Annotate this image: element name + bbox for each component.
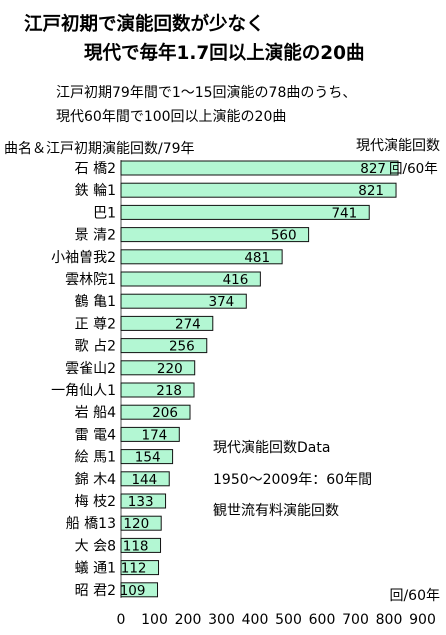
bar-4: [120, 249, 283, 265]
data-label-12: 174: [142, 427, 168, 443]
data-label-0: 827: [360, 161, 386, 177]
x-tick-label-7: 700: [342, 612, 369, 628]
bar-6: [120, 293, 247, 309]
x-tick-label-4: 400: [242, 612, 269, 628]
data-label-18: 112: [121, 561, 147, 577]
bar-13: [120, 449, 174, 465]
chart-subtitle-line-1: 江戸初期79年間で1～15回演能の78曲のうち、: [56, 84, 356, 101]
data-label-15: 133: [128, 494, 154, 510]
bar-10: [120, 382, 195, 398]
data-label-10: 218: [156, 383, 182, 399]
data-label-13: 154: [135, 450, 161, 466]
category-label-7: 正 尊2: [75, 315, 116, 332]
bar-8: [120, 338, 208, 354]
category-label-1: 鉄 輪1: [75, 182, 116, 199]
category-label-12: 雷 電4: [75, 427, 116, 443]
chart-subtitle-line-2: 現代60年間で100回以上演能の20曲: [56, 109, 286, 125]
value-axis-unit-label: 回/60年: [389, 588, 440, 604]
x-tick-label-6: 600: [309, 612, 336, 628]
category-label-19: 昭 君2: [75, 583, 116, 599]
data-label-suffix-0: 回/60年: [389, 161, 438, 177]
bar-2: [120, 204, 370, 220]
data-label-5: 416: [223, 272, 249, 288]
bar-15: [120, 493, 167, 509]
bar-16: [120, 515, 162, 531]
bar-0: [120, 160, 399, 176]
bar-7: [120, 315, 214, 331]
category-label-15: 梅 枝2: [75, 494, 116, 510]
category-axis-label: 曲名＆江戸初期演能回数/79年: [4, 140, 195, 157]
data-label-2: 741: [331, 205, 357, 221]
bar-3: [120, 227, 310, 243]
bar-19: [120, 582, 159, 598]
x-tick-label-0: 0: [117, 612, 126, 628]
x-tick-label-1: 100: [141, 612, 168, 628]
data-label-9: 220: [157, 361, 183, 377]
bar-11: [120, 404, 191, 420]
x-tick-label-9: 900: [409, 612, 436, 628]
category-label-18: 蟻 通1: [75, 560, 116, 577]
chart-title-line-1: 江戸初期で演能回数が少なく: [24, 13, 265, 35]
data-label-4: 481: [244, 250, 270, 266]
category-label-16: 船 橋13: [66, 516, 116, 532]
data-label-11: 206: [152, 405, 178, 421]
bar-18: [120, 560, 160, 576]
category-label-5: 雲林院1: [65, 272, 116, 288]
data-label-14: 144: [131, 472, 157, 488]
data-note-line-1: 現代演能回数Data: [213, 440, 330, 456]
bar-17: [120, 537, 162, 553]
category-label-10: 一角仙人1: [51, 383, 116, 399]
bar-9: [120, 360, 196, 376]
bar-14: [120, 471, 170, 487]
category-label-0: 石 橋2: [75, 161, 116, 177]
category-label-2: 巴1: [93, 205, 116, 221]
data-label-1: 821: [358, 183, 384, 199]
data-note-line-3: 観世流有料演能回数: [213, 502, 339, 519]
data-label-3: 560: [271, 228, 297, 244]
data-label-6: 374: [209, 294, 235, 310]
category-label-17: 大 会8: [75, 538, 116, 554]
category-label-6: 鶴 亀1: [75, 293, 116, 310]
bar-1: [120, 182, 397, 198]
category-label-13: 絵 馬1: [75, 450, 116, 466]
category-label-11: 岩 船4: [75, 405, 116, 421]
chart-title-line-2: 現代で毎年1.7回以上演能の20曲: [84, 42, 365, 64]
x-tick-label-2: 200: [175, 612, 202, 628]
data-note-line-2: 1950～2009年：60年間: [213, 472, 372, 488]
data-label-7: 274: [175, 316, 201, 332]
x-tick-label-3: 300: [208, 612, 235, 628]
data-label-16: 120: [123, 516, 149, 532]
data-label-8: 256: [169, 339, 195, 355]
data-label-19: 109: [120, 583, 146, 599]
data-label-17: 118: [123, 538, 149, 554]
bar-5: [120, 271, 261, 287]
category-label-4: 小袖曽我2: [51, 250, 116, 266]
category-label-9: 雲雀山2: [65, 361, 116, 377]
x-tick-label-8: 800: [376, 612, 403, 628]
category-label-8: 歌 占2: [75, 339, 116, 355]
category-label-3: 景 清2: [75, 228, 116, 244]
bar-12: [120, 426, 180, 442]
category-label-14: 錦 木4: [75, 471, 116, 488]
x-tick-label-5: 500: [275, 612, 302, 628]
value-axis-top-label: 現代演能回数: [356, 138, 440, 154]
